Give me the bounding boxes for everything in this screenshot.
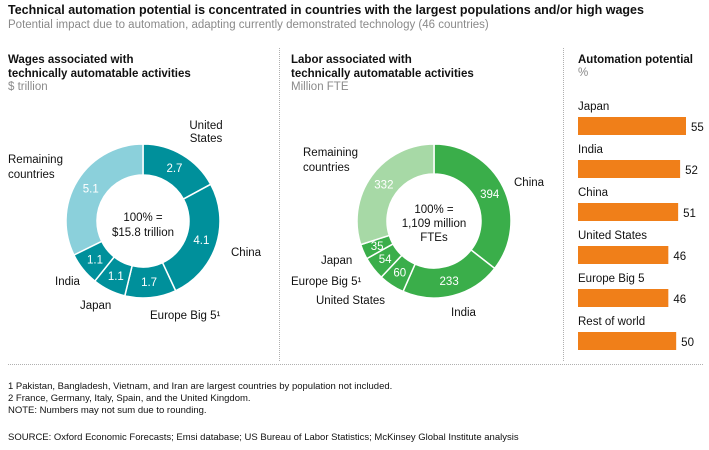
bar-china	[578, 203, 679, 221]
labor-slice-china	[433, 143, 512, 270]
wages-name-label-china: China	[231, 247, 262, 259]
bar-category-label-china: China	[578, 187, 609, 199]
automation-panel-unit: %	[578, 67, 589, 79]
wages-name-label-remaining-countries-line1: Remaining	[8, 154, 63, 166]
chart-subtitle: Potential impact due to automation, adap…	[8, 19, 489, 31]
wages-value-label-remaining-countries: 5.1	[83, 184, 99, 196]
bar-value-label-india: 52	[685, 165, 698, 177]
chart-title: Technical automation potential is concen…	[8, 3, 644, 17]
labor-name-label-remaining-countries-line1: Remaining	[303, 147, 358, 159]
automation-panel-title: Automation potential	[578, 54, 693, 66]
bar-value-label-rest-of-world: 50	[681, 337, 694, 349]
labor-center-line3: FTEs	[420, 232, 448, 244]
labor-name-label-india: India	[451, 307, 477, 319]
wages-panel-title-line2: technically automatable activities	[8, 68, 191, 80]
wages-name-label-india: India	[55, 276, 81, 288]
source-note: SOURCE: Oxford Economic Forecasts; Emsi …	[8, 432, 519, 443]
bar-category-label-united-states: United States	[578, 230, 647, 242]
bar-value-label-japan: 55	[691, 122, 704, 134]
bar-india	[578, 160, 681, 178]
labor-value-label-united-states: 60	[393, 268, 406, 280]
labor-center-line1: 100% =	[414, 204, 454, 216]
labor-panel-unit: Million FTE	[291, 81, 349, 93]
bar-value-label-europe-big-5: 46	[673, 294, 686, 306]
bar-category-label-india: India	[578, 144, 604, 156]
labor-value-label-china: 394	[480, 189, 500, 201]
panel-divider-2	[563, 48, 564, 361]
wages-slice-remaining-countries	[65, 143, 144, 257]
wages-center-line2: $15.8 trillion	[112, 227, 174, 239]
footnote-note: NOTE: Numbers may not sum due to roundin…	[8, 405, 207, 416]
wages-center-line1: 100% =	[123, 212, 163, 224]
wages-value-label-europe-big-5: 1.7	[141, 277, 157, 289]
footnote-1: 1 Pakistan, Bangladesh, Vietnam, and Ira…	[8, 381, 393, 392]
labor-value-label-india: 233	[440, 276, 459, 288]
labor-center-line2: 1,109 million	[402, 218, 467, 230]
bar-category-label-japan: Japan	[578, 101, 609, 113]
automation-panel-header: Automation potential %	[578, 53, 693, 79]
labor-name-label-europe-big-5: Europe Big 5¹	[291, 276, 361, 288]
bar-europe-big-5	[578, 289, 669, 307]
labor-value-label-europe-big-5: 54	[379, 254, 392, 266]
wages-value-label-india: 1.1	[87, 254, 103, 266]
bar-category-label-rest-of-world: Rest of world	[578, 316, 645, 328]
labor-name-label-united-states: United States	[316, 295, 385, 307]
labor-slice-remaining-countries	[356, 143, 435, 246]
bar-value-label-china: 51	[683, 208, 696, 220]
wages-value-label-united-states: 2.7	[166, 163, 182, 175]
wages-value-label-china: 4.1	[193, 235, 209, 247]
labor-value-label-japan: 35	[371, 241, 384, 253]
bar-category-label-europe-big-5: Europe Big 5	[578, 273, 645, 285]
bar-value-label-united-states: 46	[673, 251, 686, 263]
wages-panel-unit: $ trillion	[8, 81, 48, 93]
wages-name-label-united-states-line2: States	[190, 133, 223, 145]
labor-name-label-japan: Japan	[321, 255, 352, 267]
wages-name-label-united-states-line1: United	[189, 120, 222, 132]
footnote-divider	[8, 364, 703, 365]
bar-united-states	[578, 246, 669, 264]
labor-panel-title-line1: Labor associated with	[291, 54, 412, 66]
labor-slice-india	[402, 248, 496, 299]
labor-panel-title-line2: technically automatable activities	[291, 68, 474, 80]
wages-panel-header: Wages associated with technically automa…	[8, 53, 191, 93]
wages-panel-title-line1: Wages associated with	[8, 54, 134, 66]
wages-value-label-japan: 1.1	[108, 271, 124, 283]
footnote-2: 2 France, Germany, Italy, Spain, and the…	[8, 393, 251, 404]
labor-name-label-remaining-countries-line2: countries	[303, 162, 350, 174]
labor-panel-header: Labor associated with technically automa…	[291, 53, 474, 93]
wages-name-label-japan: Japan	[80, 300, 111, 312]
labor-name-label-china: China	[514, 177, 545, 189]
wages-name-label-remaining-countries-line2: countries	[8, 169, 55, 181]
labor-value-label-remaining-countries: 332	[374, 180, 393, 192]
bar-rest-of-world	[578, 332, 677, 350]
bar-japan	[578, 117, 686, 135]
wages-name-label-europe-big-5: Europe Big 5¹	[150, 310, 220, 322]
panel-divider-1	[279, 48, 280, 361]
